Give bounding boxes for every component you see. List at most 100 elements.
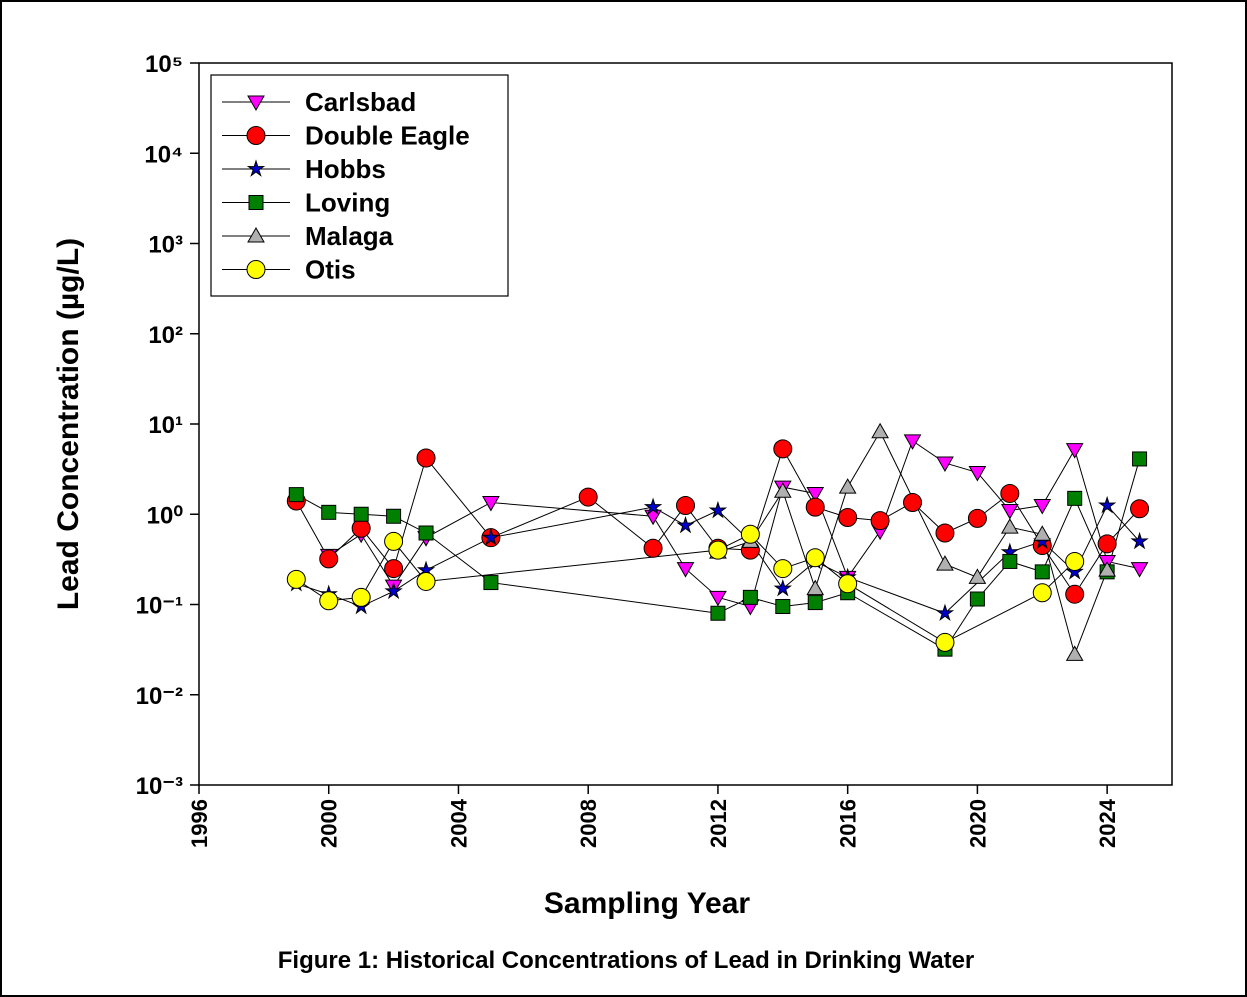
data-point — [806, 579, 825, 596]
data-point — [1098, 561, 1116, 577]
data-point — [319, 591, 339, 611]
data-point — [1065, 584, 1085, 604]
data-point — [578, 487, 598, 507]
chart-title: Figure 1: Historical Concentrations of L… — [278, 947, 975, 974]
data-point — [288, 487, 304, 503]
data-point — [968, 568, 987, 584]
data-point — [806, 486, 825, 503]
y-tick-label: 10⁻³ — [136, 773, 183, 800]
data-point — [319, 549, 339, 569]
data-point — [1034, 564, 1050, 580]
data-point — [643, 497, 663, 515]
x-tick-label: 2008 — [576, 799, 601, 848]
data-point — [870, 511, 890, 531]
y-tick-label: 10⁻¹ — [136, 593, 183, 620]
data-point — [805, 497, 825, 517]
data-point — [351, 587, 371, 607]
data-point — [936, 456, 954, 472]
legend-label: Hobbs — [305, 154, 386, 184]
data-point — [708, 500, 728, 519]
y-axis-label: Lead Concentration (µg/L) — [52, 238, 85, 610]
data-point — [286, 569, 306, 589]
data-point — [838, 508, 858, 528]
data-point — [903, 434, 922, 450]
data-point — [1000, 504, 1019, 520]
data-point — [805, 548, 825, 568]
data-point — [807, 595, 823, 611]
data-point — [1033, 525, 1052, 541]
legend-marker — [247, 226, 265, 243]
data-point — [710, 605, 726, 621]
data-point — [386, 508, 402, 524]
data-point — [935, 632, 955, 652]
data-point — [1000, 483, 1020, 503]
legend-marker — [248, 195, 264, 210]
legend-marker — [247, 95, 265, 112]
data-point — [416, 571, 436, 591]
data-point — [351, 518, 371, 538]
y-tick-label: 10⁰ — [147, 502, 184, 529]
x-tick-label: 2000 — [317, 799, 342, 848]
data-point — [1033, 499, 1052, 515]
legend-label: Malaga — [305, 221, 394, 251]
legend — [210, 74, 509, 297]
data-point — [416, 448, 436, 468]
legend-marker — [246, 260, 266, 279]
data-point — [1097, 495, 1117, 514]
data-point — [1067, 490, 1083, 506]
data-point — [1130, 499, 1150, 519]
data-point — [1065, 562, 1084, 580]
data-point — [935, 523, 955, 543]
legend-label: Loving — [305, 188, 390, 218]
data-point — [709, 590, 727, 607]
data-point — [1132, 451, 1148, 467]
data-point — [384, 581, 403, 600]
x-axis-label: Sampling Year — [544, 887, 751, 920]
data-point — [969, 591, 985, 607]
data-point — [353, 506, 369, 522]
y-tick-label: 10³ — [148, 232, 183, 259]
data-point — [1065, 443, 1084, 459]
data-point — [321, 504, 337, 520]
data-point — [773, 578, 792, 597]
data-point — [1130, 531, 1149, 550]
legend-label: Otis — [305, 255, 356, 285]
data-point — [708, 540, 728, 560]
data-point — [838, 478, 857, 494]
data-point — [742, 589, 758, 605]
data-point — [903, 492, 923, 512]
y-tick-label: 10⁵ — [145, 51, 183, 78]
legend-label: Double Eagle — [305, 121, 470, 151]
data-point — [838, 574, 858, 594]
legend-marker — [246, 126, 266, 145]
data-point — [418, 525, 434, 541]
data-point — [676, 515, 695, 534]
x-tick-label: 2012 — [706, 799, 731, 848]
data-point — [482, 495, 500, 512]
data-point — [1065, 551, 1085, 571]
x-tick-label: 2016 — [836, 799, 861, 848]
data-point — [1130, 562, 1149, 578]
y-tick-label: 10¹ — [148, 412, 183, 439]
data-point — [967, 508, 987, 528]
data-point — [1065, 645, 1084, 661]
data-point — [775, 599, 791, 615]
data-point — [1032, 583, 1052, 603]
data-point — [384, 531, 404, 551]
data-point — [740, 524, 760, 544]
data-point — [483, 575, 499, 591]
data-point — [773, 439, 793, 459]
data-point — [1002, 553, 1018, 569]
data-point — [384, 559, 404, 579]
data-point — [1000, 518, 1019, 534]
y-tick-label: 10² — [148, 322, 183, 349]
data-point — [935, 603, 955, 622]
data-point — [968, 466, 987, 482]
data-point — [676, 562, 695, 578]
y-tick-label: 10⁻² — [136, 683, 183, 710]
x-tick-label: 1996 — [187, 799, 212, 848]
x-tick-label: 2020 — [965, 799, 990, 848]
y-tick-label: 10⁴ — [144, 141, 183, 168]
